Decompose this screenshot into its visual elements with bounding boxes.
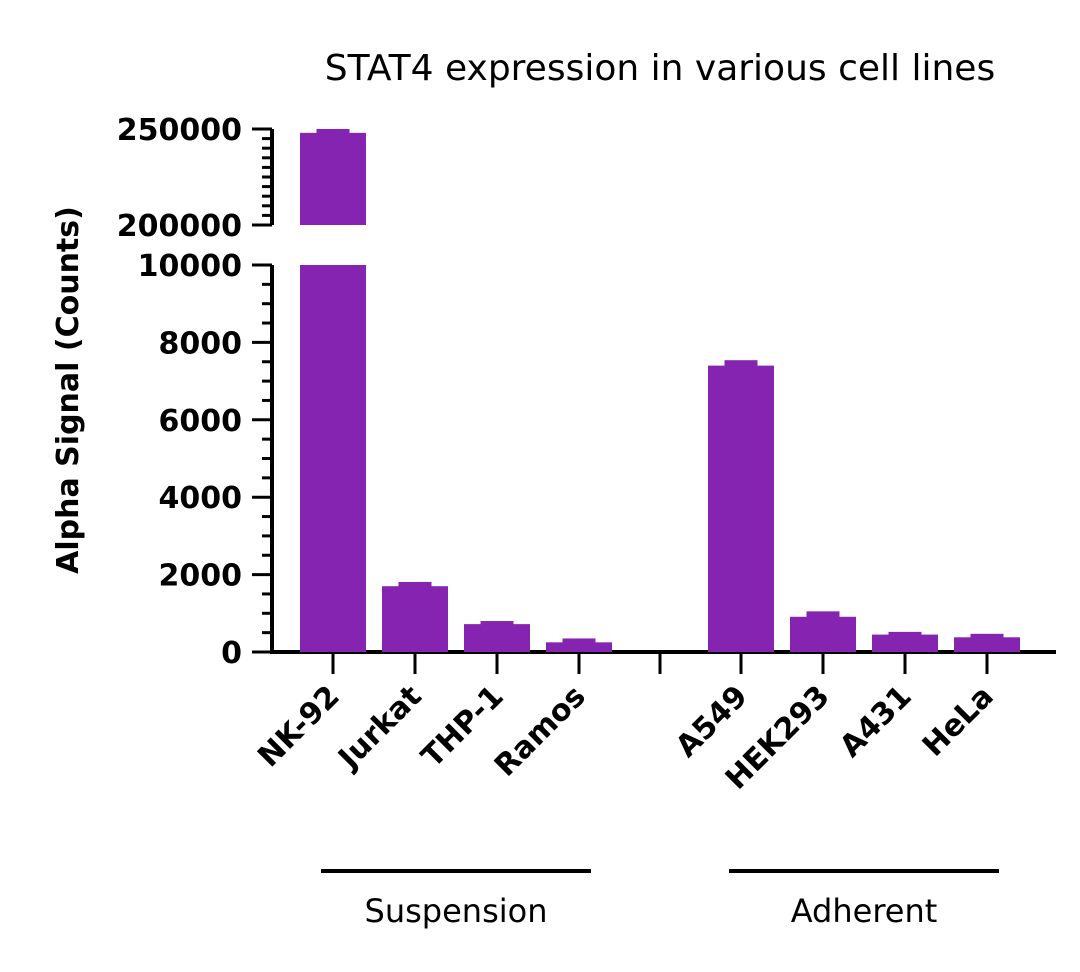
group-label: Adherent (791, 892, 938, 930)
y-tick-label: 200000 (117, 209, 242, 244)
bar (546, 642, 612, 652)
y-axis-lower: 0 2000 4000 6000 8000 10000 (138, 249, 274, 671)
bar (872, 634, 938, 652)
bar (464, 624, 530, 652)
error-bar (316, 129, 350, 134)
y-tick-label: 6000 (159, 404, 243, 439)
chart-title: STAT4 expression in various cell lines (325, 48, 995, 89)
x-axis (270, 650, 1056, 674)
y-tick-label: 4000 (159, 481, 243, 516)
category-label: A431 (833, 679, 918, 764)
error-bar (888, 631, 922, 636)
y-tick-label: 250000 (117, 113, 242, 148)
bar (382, 586, 448, 652)
bar (708, 365, 774, 652)
error-bar (724, 360, 758, 367)
y-tick-label: 10000 (138, 249, 242, 284)
category-label: HeLa (916, 679, 1001, 764)
y-tick-label: 0 (221, 636, 242, 671)
group-label: Suspension (365, 892, 548, 930)
bar (790, 616, 856, 652)
bar (954, 637, 1020, 652)
error-bar (806, 611, 840, 618)
category-label: NK-92 (251, 679, 346, 774)
y-axis-label: Alpha Signal (Counts) (51, 206, 86, 574)
error-bar (562, 638, 596, 644)
error-bar (480, 621, 514, 626)
bar-lower-segment (300, 265, 366, 652)
bars (300, 129, 1020, 652)
y-tick-label: 8000 (159, 326, 243, 361)
y-axis-upper: 200000 250000 (117, 113, 274, 244)
y-tick-label: 2000 (159, 559, 243, 594)
category-label: Jurkat (330, 679, 428, 777)
category-label: Ramos (488, 679, 593, 784)
group-brackets: Suspension Adherent (321, 869, 999, 930)
error-bar (970, 633, 1004, 639)
bar-upper-segment (300, 132, 366, 225)
error-bar (398, 581, 432, 588)
